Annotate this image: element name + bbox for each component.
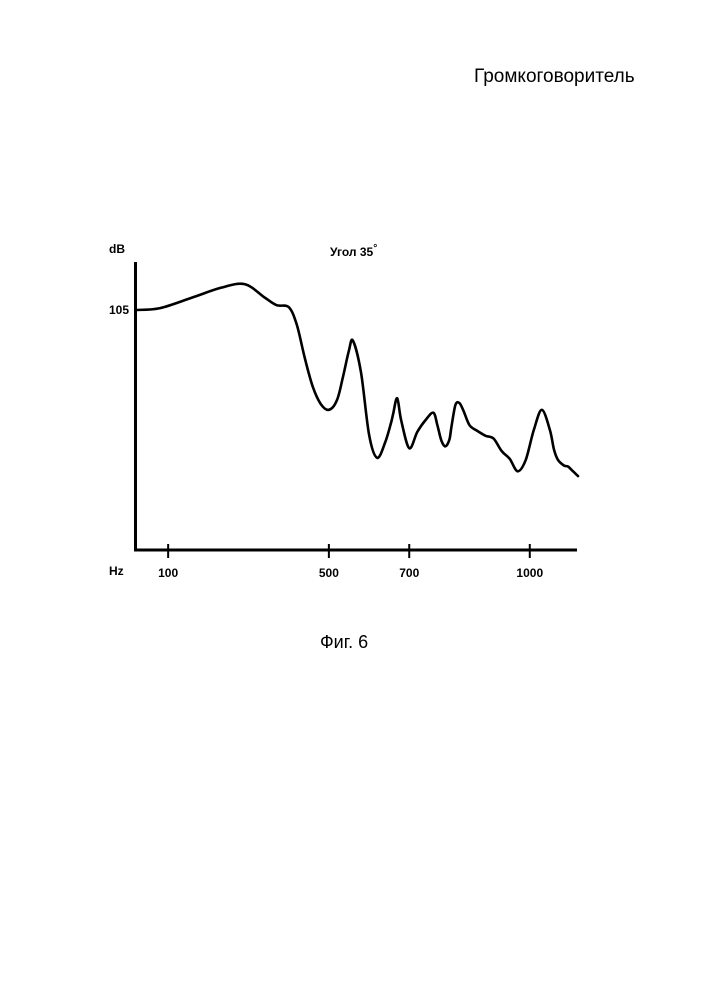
y-tick-label: 105	[109, 303, 129, 317]
y-axis-label: dB	[109, 242, 125, 256]
chart-title-degree: °	[373, 243, 377, 254]
series-line	[136, 284, 578, 476]
x-tick-label: 500	[319, 566, 339, 580]
x-tick-label: 700	[399, 566, 419, 580]
x-tick-label: 1000	[516, 566, 543, 580]
figure-caption: Фиг. 6	[320, 632, 368, 653]
chart-title: Угол 35°	[330, 243, 377, 259]
x-axis-label: Hz	[109, 564, 124, 578]
x-tick-label: 100	[158, 566, 178, 580]
y-ticks: 105	[109, 303, 129, 317]
chart-title-text: Угол 35	[330, 245, 374, 259]
